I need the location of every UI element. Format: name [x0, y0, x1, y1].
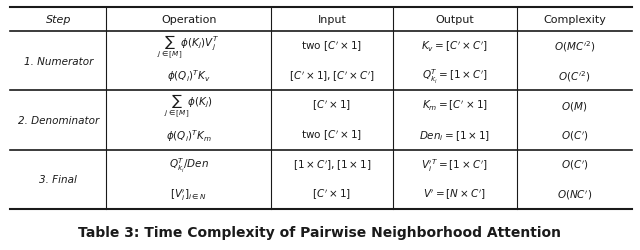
- Text: $O(C')$: $O(C')$: [561, 128, 588, 142]
- Text: $Den_i = [1\times 1]$: $Den_i = [1\times 1]$: [419, 128, 490, 142]
- Text: $O(C'^2)$: $O(C'^2)$: [558, 69, 591, 84]
- Text: $\sum_{j\in[M]}\phi(K_j)$: $\sum_{j\in[M]}\phi(K_j)$: [164, 92, 213, 120]
- Text: 1. Numerator: 1. Numerator: [24, 56, 93, 66]
- Text: Table 3: Time Complexity of Pairwise Neighborhood Attention: Table 3: Time Complexity of Pairwise Nei…: [79, 225, 561, 239]
- Text: $\phi(Q_i)^T K_m$: $\phi(Q_i)^T K_m$: [166, 128, 212, 143]
- Text: $O(NC')$: $O(NC')$: [557, 188, 592, 201]
- Text: Step: Step: [45, 15, 71, 25]
- Text: $[1\times C'],[1\times 1]$: $[1\times C'],[1\times 1]$: [292, 158, 371, 172]
- Text: $K_v = [C'\times C']$: $K_v = [C'\times C']$: [421, 40, 488, 54]
- Text: $[C'\times 1], [C'\times C']$: $[C'\times 1], [C'\times C']$: [289, 69, 375, 83]
- Text: $V' = [N\times C']$: $V' = [N\times C']$: [423, 187, 486, 202]
- Text: Operation: Operation: [161, 15, 216, 25]
- Text: Input: Input: [317, 15, 346, 25]
- Text: Output: Output: [435, 15, 474, 25]
- Text: $O(M)$: $O(M)$: [561, 99, 588, 112]
- Text: $[V_i']_{i\in N}$: $[V_i']_{i\in N}$: [170, 187, 207, 202]
- Text: $Q_{k_i}^T = [1\times C']$: $Q_{k_i}^T = [1\times C']$: [422, 67, 488, 85]
- Text: 3. Final: 3. Final: [39, 175, 77, 184]
- Text: $\sum_{j\in[M]}\phi(K_j)V_j^T$: $\sum_{j\in[M]}\phi(K_j)V_j^T$: [157, 33, 220, 60]
- Text: $O(C')$: $O(C')$: [561, 158, 588, 172]
- Text: $V_i'^T = [1\times C']$: $V_i'^T = [1\times C']$: [421, 156, 488, 173]
- Text: $K_m = [C'\times 1]$: $K_m = [C'\times 1]$: [422, 99, 488, 113]
- Text: $\phi(Q_i)^T K_v$: $\phi(Q_i)^T K_v$: [167, 68, 211, 84]
- Text: $Q_{k_i}^T/Den$: $Q_{k_i}^T/Den$: [169, 156, 209, 174]
- Text: $[C'\times 1]$: $[C'\times 1]$: [312, 187, 351, 202]
- Text: $[C'\times 1]$: $[C'\times 1]$: [312, 99, 351, 113]
- Text: Complexity: Complexity: [543, 15, 606, 25]
- Text: $O(MC'^2)$: $O(MC'^2)$: [554, 39, 595, 54]
- Text: two $[C'\times 1]$: two $[C'\times 1]$: [301, 128, 362, 142]
- Text: 2. Denominator: 2. Denominator: [17, 116, 99, 126]
- Text: two $[C'\times 1]$: two $[C'\times 1]$: [301, 40, 362, 54]
